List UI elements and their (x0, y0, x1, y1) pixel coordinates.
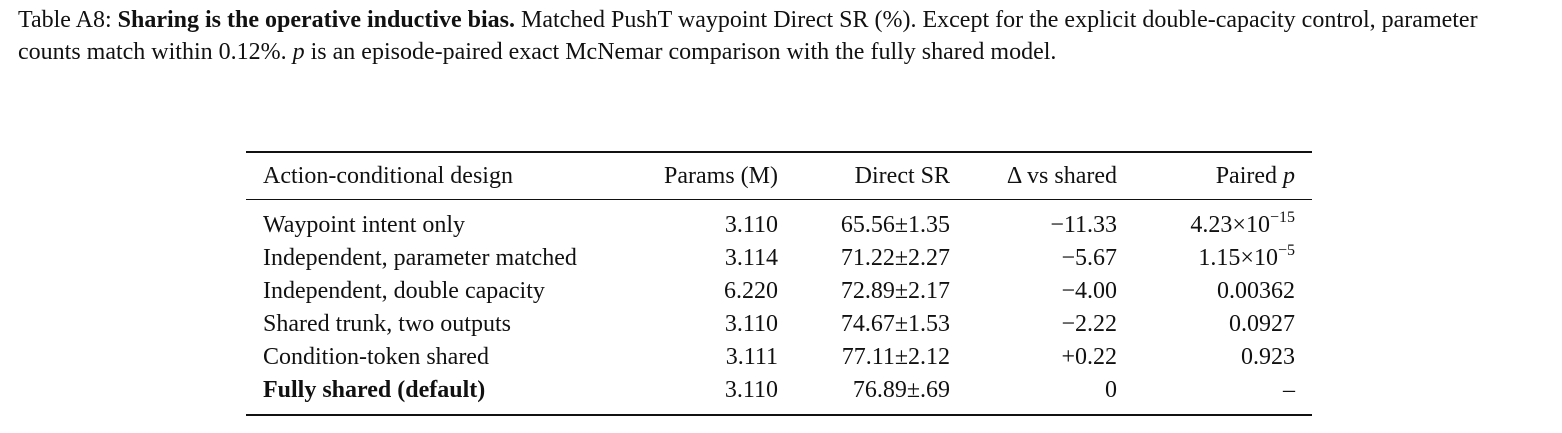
mantissa: 1.15×10 (1198, 245, 1278, 271)
mantissa: 4.23×10 (1190, 212, 1270, 238)
header-text: Paired (1215, 162, 1277, 189)
header-cell: Paired p (1134, 152, 1312, 200)
exponent: −5 (1277, 242, 1295, 259)
table-body: Waypoint intent only 3.110 65.56±1.35 −11.3… (246, 200, 1312, 415)
table-cell: 3.114 (724, 245, 778, 271)
table-cell: 6.220 (724, 278, 778, 304)
table-cell: Independent, double capacity (263, 278, 545, 304)
header-cell: Params (M) (664, 162, 778, 189)
table-cell: – (1283, 377, 1295, 403)
caption-text: Matched PushT waypoint Direct SR (%). Ex… (18, 7, 1478, 65)
table-row: Independent, double capacity 6.220 72.89±2… (246, 275, 1312, 308)
table-cell: 72.89±2.17 (840, 278, 950, 304)
header-symbol: p (1283, 162, 1295, 189)
table-row: Shared trunk, two outputs 3.110 74.67±1.53… (246, 308, 1312, 341)
caption-text: is an episode-paired exact McNemar compa… (310, 39, 1057, 65)
table-cell: 3.110 (724, 377, 778, 403)
header-cell: Direct SR (854, 162, 950, 189)
header-row: Action-conditional design Params (M) Direc… (246, 152, 1312, 200)
table-cell: +0.22 (1061, 344, 1117, 370)
caption-symbol: p (292, 39, 305, 65)
table-cell: Independent, parameter matched (263, 245, 577, 271)
header-cell: Δ vs shared (1006, 162, 1117, 189)
caption-label: Table A8: (18, 7, 112, 33)
exponent: −15 (1269, 209, 1295, 226)
table-cell: 0.923 (1241, 344, 1295, 370)
table-cell: 3.110 (724, 311, 778, 337)
table-row: Waypoint intent only 3.110 65.56±1.35 −11.3… (246, 200, 1312, 243)
table-cell: −2.22 (1061, 311, 1117, 337)
table-cell: 65.56±1.35 (840, 212, 950, 238)
table-cell: Waypoint intent only (263, 212, 466, 238)
table-cell: 0 (1105, 377, 1117, 403)
table-row: Condition-token shared 3.111 77.11±2.12 +0.… (246, 341, 1312, 374)
table-cell: 76.89±.69 (852, 377, 950, 403)
table-cell: −4.00 (1061, 278, 1117, 304)
results-table: Action-conditional design Params (M) Direc… (246, 151, 1312, 416)
table-cell: 77.11±2.12 (841, 344, 950, 370)
table-cell: 0.0927 (1229, 311, 1295, 337)
table-cell: −11.33 (1050, 212, 1117, 238)
table-row: Fully shared (default) 3.110 76.89±.69 0 – (246, 374, 1312, 415)
table-cell: −5.67 (1061, 245, 1117, 271)
table-cell: 1.15×10−5 (1134, 242, 1312, 275)
table-cell: 74.67±1.53 (840, 311, 950, 337)
caption-title: Sharing is the operative inductive bias. (117, 7, 515, 33)
table-cell: 3.111 (725, 344, 778, 370)
table-cell: 0.00362 (1217, 278, 1295, 304)
table-cell: 3.110 (724, 212, 778, 238)
table-cell: 71.22±2.27 (840, 245, 950, 271)
table-row: Independent, parameter matched 3.114 71.22… (246, 242, 1312, 275)
header-cell: Action-conditional design (263, 162, 513, 189)
table-cell: Fully shared (default) (263, 377, 486, 403)
table-cell: Shared trunk, two outputs (263, 311, 511, 337)
table-cell: Condition-token shared (263, 344, 489, 370)
table-cell: 4.23×10−15 (1134, 200, 1312, 243)
caption: Table A8: Sharing is the operative induc… (18, 4, 1546, 68)
table-header: Action-conditional design Params (M) Direc… (246, 152, 1312, 200)
